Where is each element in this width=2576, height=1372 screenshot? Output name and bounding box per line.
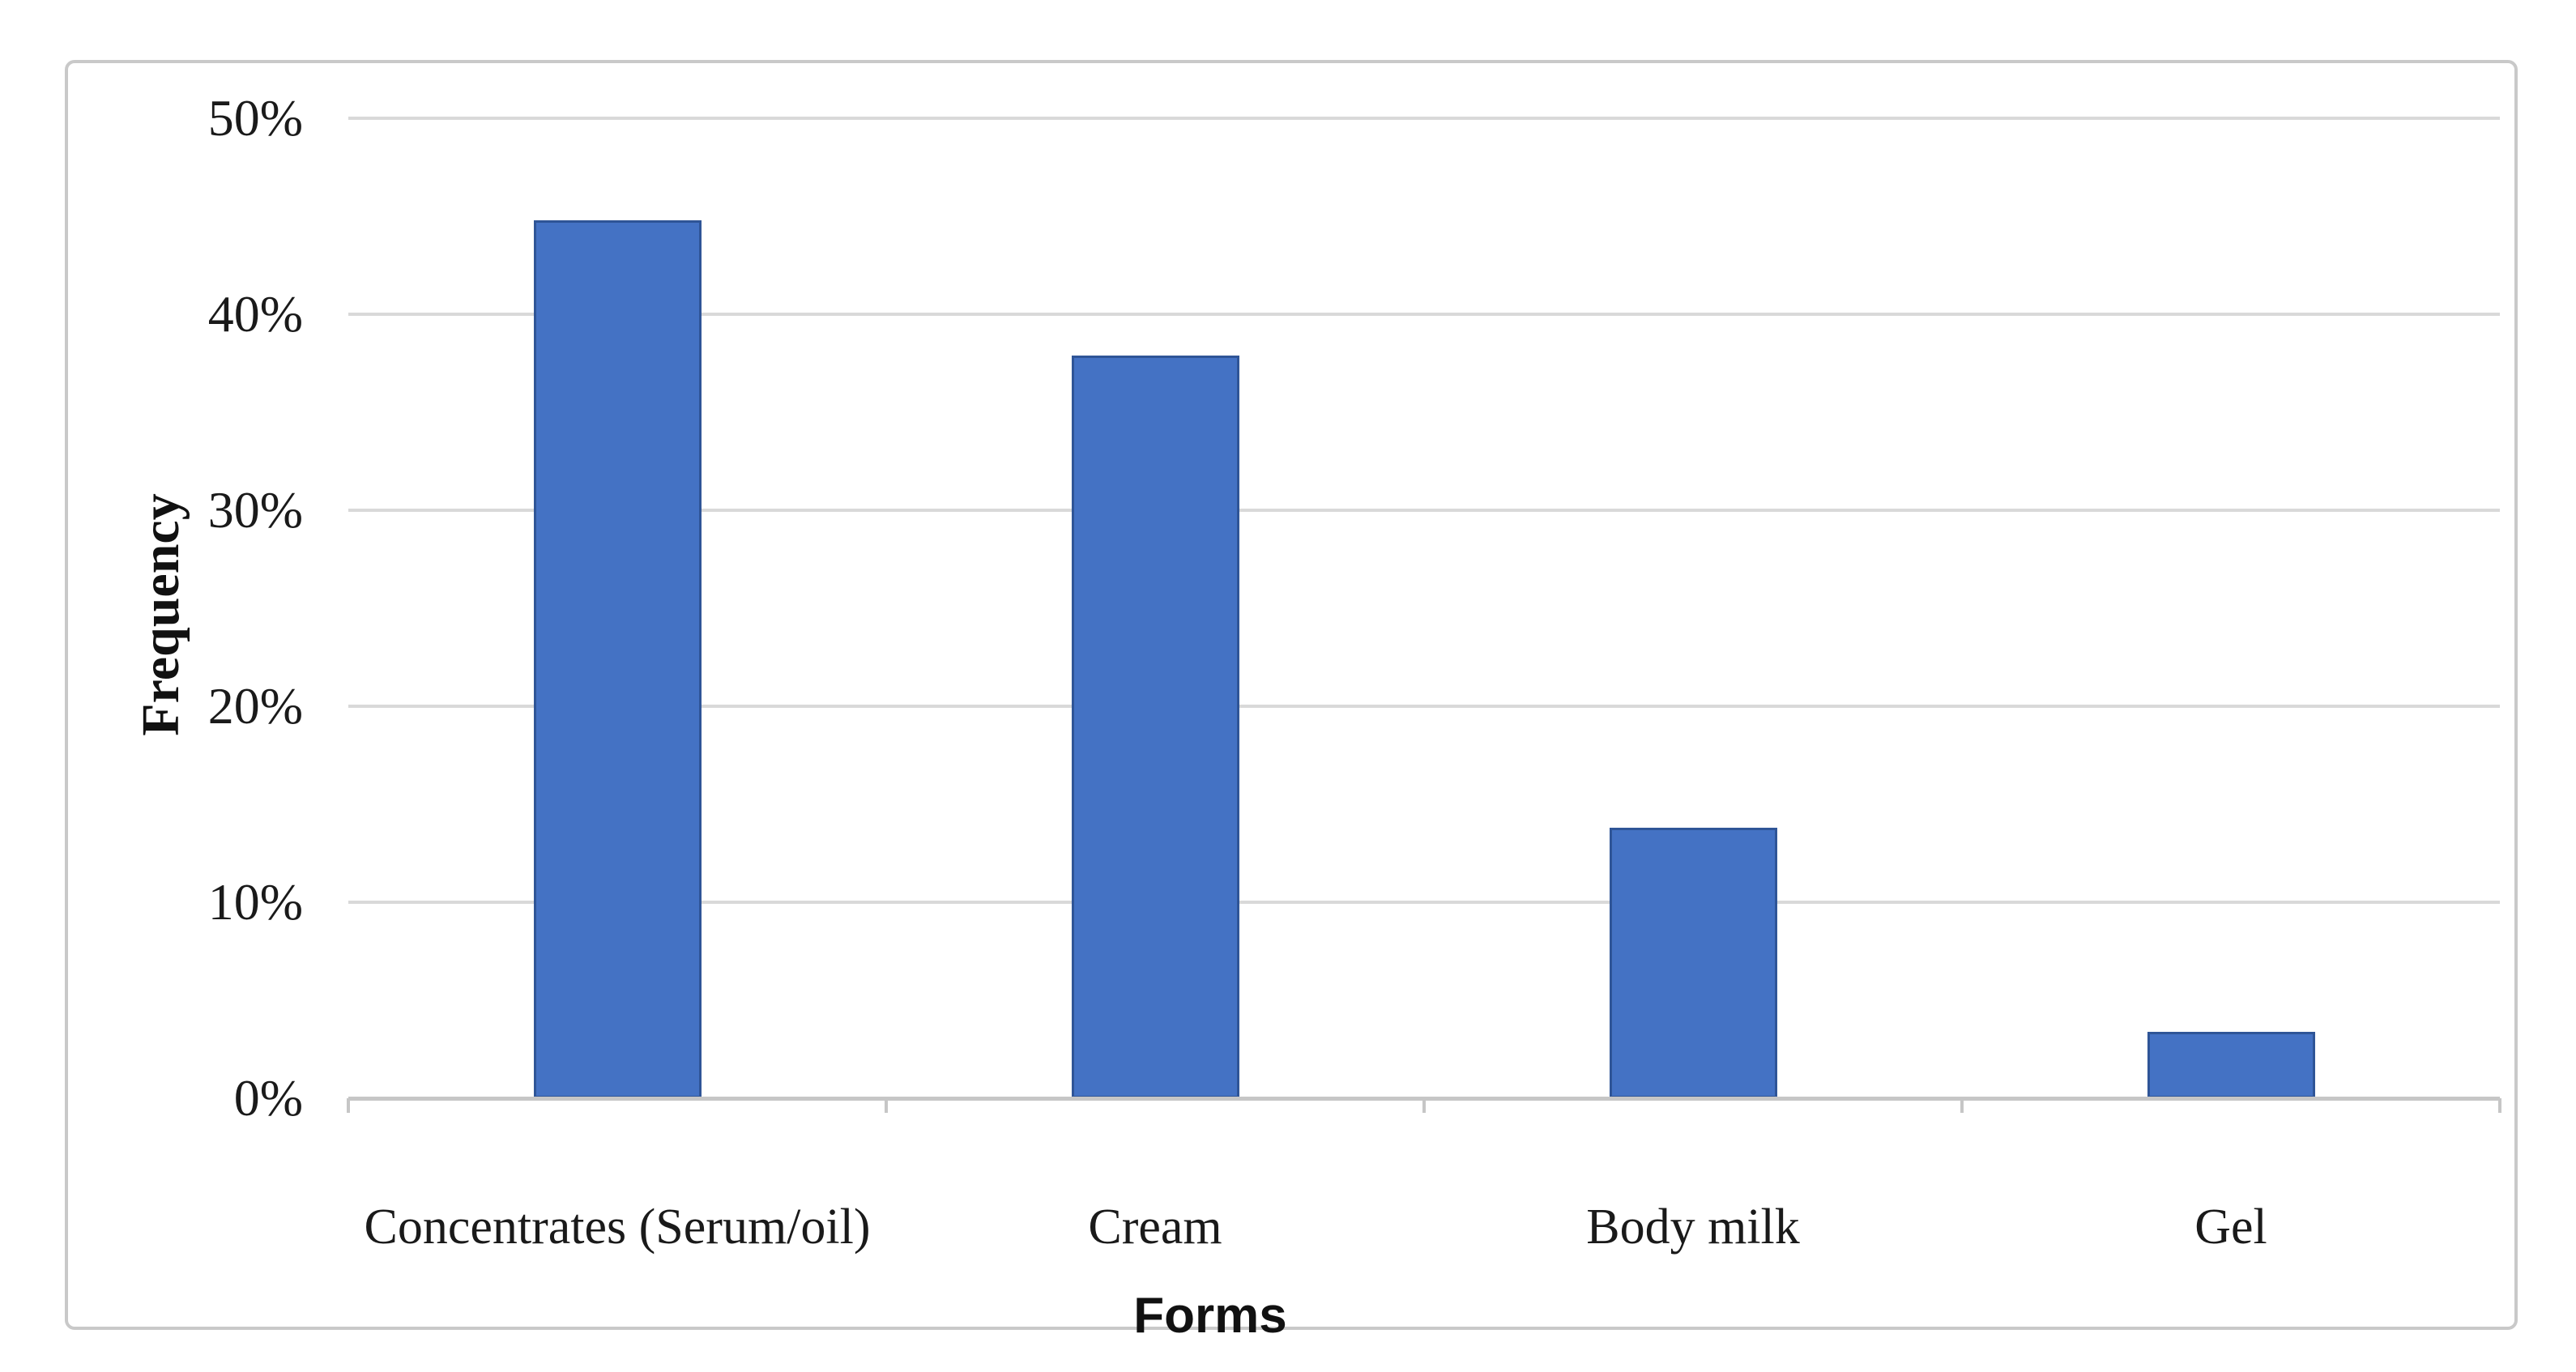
category-label-gel: Gel	[2194, 1199, 2267, 1255]
gridline-10	[348, 901, 2500, 904]
chart-figure: Frequency 0% 10% 20% 30% 40% 50% Concentrates…	[65, 60, 2518, 1344]
y-tick-label-10: 10%	[207, 873, 303, 931]
y-tick-label-20: 20%	[207, 677, 303, 735]
bar-cream	[1071, 356, 1239, 1098]
x-axis-tick	[1422, 1098, 1426, 1113]
gridline-40	[348, 313, 2500, 316]
y-tick-label-0: 0%	[233, 1069, 303, 1127]
gridline-30	[348, 509, 2500, 512]
category-label-body-milk: Body milk	[1586, 1199, 1800, 1255]
bar-gel	[2147, 1032, 2315, 1098]
category-label-cream: Cream	[1088, 1199, 1222, 1255]
y-tick-label-40: 40%	[207, 285, 303, 343]
plot-area	[347, 117, 2501, 1113]
y-tick-label-50: 50%	[207, 89, 303, 147]
x-axis-tick	[347, 1098, 350, 1113]
x-axis-title: Forms	[1133, 1288, 1287, 1344]
gridline-20	[348, 705, 2500, 708]
y-tick-label-30: 30%	[207, 481, 303, 539]
category-label-concentrates-serum-oil: Concentrates (Serum/oil)	[364, 1199, 871, 1255]
gridline-50	[348, 117, 2500, 120]
bar-body-milk	[1609, 828, 1777, 1098]
x-axis-tick	[885, 1098, 888, 1113]
bar-concentrates-serum-oil	[533, 220, 702, 1098]
x-axis-tick	[1960, 1098, 1964, 1113]
x-axis-tick	[2498, 1098, 2501, 1113]
